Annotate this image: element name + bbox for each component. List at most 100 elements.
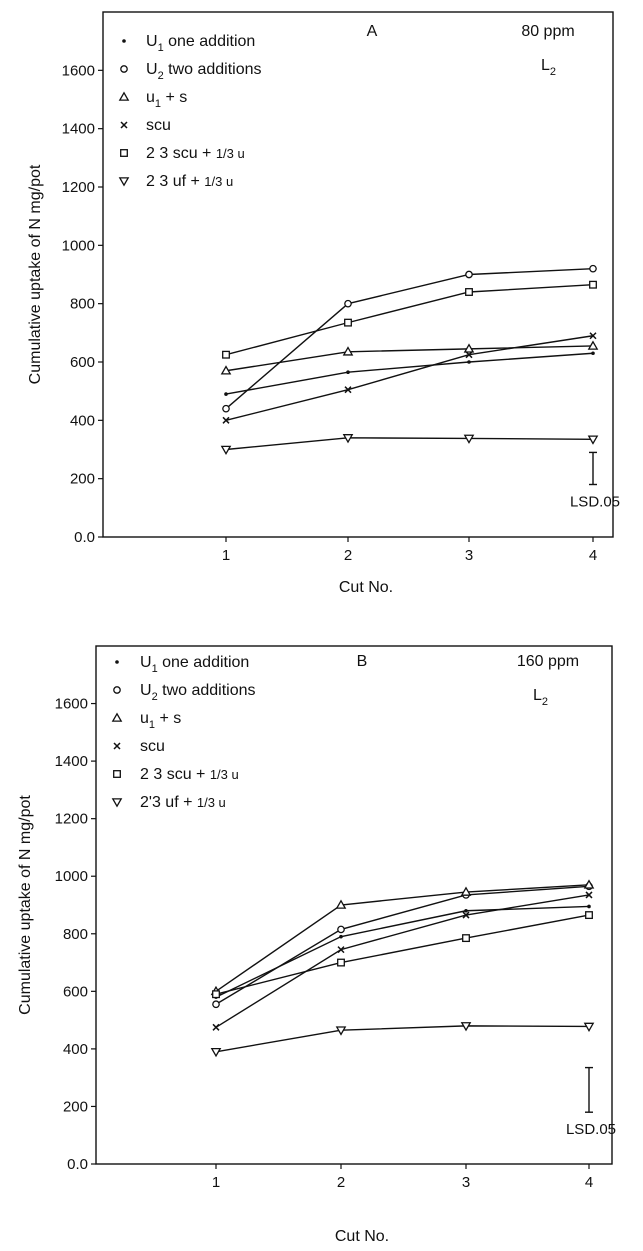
- legend-text-rest: 1/3 u: [210, 767, 239, 782]
- series-dot: [214, 904, 591, 999]
- panel-letter: B: [357, 653, 368, 670]
- legend-item: U1 one addition: [146, 33, 255, 54]
- legend-text-rest: 1/3 u: [197, 795, 226, 810]
- x-stroke: [212, 1023, 220, 1031]
- y-tick-label: 0.0: [67, 1156, 88, 1173]
- legend-item: 2 3 uf + 1/3 u: [146, 173, 233, 190]
- y-axis-title: Cumulative uptake of N mg/pot: [17, 795, 34, 1015]
- x-stroke: [120, 121, 128, 129]
- legend-text-rest: 1/3 u: [204, 174, 233, 189]
- legend-marker: [118, 177, 130, 187]
- y-tick-label: 800: [70, 296, 95, 313]
- data-point: [342, 346, 354, 356]
- data-point: [589, 280, 597, 289]
- legend-marker: [120, 65, 128, 73]
- rate-label: 80 ppm: [521, 23, 574, 40]
- legend-item: u1 + s: [146, 89, 187, 110]
- x-stroke: [462, 911, 470, 919]
- x-stroke: [465, 351, 473, 359]
- series-line: [225, 335, 594, 422]
- legend-text-main: scu: [146, 117, 171, 134]
- x-tick-label: 3: [465, 547, 473, 564]
- series-line: [225, 345, 594, 372]
- x-stroke: [585, 891, 593, 899]
- series-x: [222, 332, 597, 424]
- data-point: [583, 879, 595, 889]
- legend-text-rest: one addition: [164, 33, 256, 50]
- panel-a-chart: 0.0 200 400 600 800 1000 1200 1400 1600 1 2 3 4 Cut N…: [27, 11, 620, 596]
- legend-text-rest: + s: [161, 89, 187, 106]
- series-square: [222, 280, 597, 359]
- y-tick-label: 1600: [55, 696, 88, 713]
- y-tick-label: 600: [70, 354, 95, 371]
- data-point: [344, 299, 352, 308]
- data-point: [585, 891, 593, 899]
- y-tick-label: 400: [63, 1041, 88, 1058]
- soil-label: L2: [541, 57, 556, 78]
- legend-text-sub: 1: [155, 98, 161, 110]
- series-line: [225, 352, 594, 395]
- legend-marker: [115, 660, 119, 664]
- legend-text-main: U: [146, 61, 158, 78]
- x-tick-label: 3: [462, 1174, 470, 1191]
- data-point: [460, 1022, 472, 1032]
- panel-b-chart: 0.0 200 400 600 800 1000 1200 1400 1600 1 2 3 4 Cut N…: [17, 645, 616, 1245]
- y-tick-label: 600: [63, 983, 88, 1000]
- x-tick-label: 4: [589, 547, 597, 564]
- data-point: [467, 360, 471, 364]
- y-tick-label: 0.0: [74, 529, 95, 546]
- data-point: [220, 365, 232, 375]
- x-tick-label: 2: [344, 547, 352, 564]
- data-point: [220, 445, 232, 456]
- legend-text-rest: one addition: [158, 654, 250, 671]
- soil-label-sub: 2: [542, 696, 548, 708]
- lsd-bar: [589, 451, 597, 486]
- lsd-label: LSD.05: [570, 494, 620, 511]
- legend-text-main: 2 3 uf +: [146, 173, 204, 190]
- data-point: [212, 990, 220, 999]
- plot-frame: [102, 11, 614, 538]
- legend-text-sub: 2: [152, 691, 158, 703]
- legend-marker: [111, 798, 123, 808]
- series-line: [225, 437, 594, 451]
- y-tick-label: 1000: [62, 237, 95, 254]
- legend-item: 2 3 scu + 1/3 u: [140, 766, 239, 783]
- series-circle: [222, 264, 597, 413]
- series-triangle-up: [210, 879, 595, 996]
- legend-text-sub: 1: [158, 42, 164, 54]
- series-triangle-up: [220, 340, 599, 375]
- legend-text-sub: 1: [152, 663, 158, 675]
- legend-item: u1 + s: [140, 710, 181, 731]
- data-point: [463, 343, 475, 353]
- data-point: [342, 434, 354, 444]
- x-stroke: [589, 332, 597, 340]
- plot-frame: [95, 645, 613, 1165]
- data-point: [464, 908, 468, 913]
- legend-text-main: 2 3 scu +: [140, 766, 210, 783]
- legend-text-main: 2'3 uf +: [140, 794, 197, 811]
- x-stroke: [222, 416, 230, 424]
- legend-marker: [122, 39, 126, 43]
- series-line: [215, 884, 590, 992]
- lsd-bar: [585, 1066, 593, 1113]
- legend-text-main: scu: [140, 738, 165, 755]
- legend-text-rest: 1/3 u: [216, 146, 245, 161]
- data-point: [463, 434, 475, 444]
- series-square: [212, 911, 593, 999]
- data-point: [587, 435, 599, 445]
- y-tick-label: 1200: [62, 179, 95, 196]
- legend-marker: [113, 770, 121, 778]
- data-point: [587, 340, 599, 350]
- series-line: [215, 914, 590, 995]
- series-triangle-down: [220, 434, 599, 456]
- legend-marker: [120, 149, 128, 157]
- data-point: [587, 904, 591, 909]
- legend-text-rest: + s: [155, 710, 181, 727]
- legend-item: scu: [140, 738, 165, 755]
- lsd-label: LSD.05: [566, 1121, 616, 1138]
- data-point: [212, 1000, 220, 1009]
- x-stroke: [337, 946, 345, 954]
- legend-text-main: u: [146, 89, 155, 106]
- x-tick-label: 1: [212, 1174, 220, 1191]
